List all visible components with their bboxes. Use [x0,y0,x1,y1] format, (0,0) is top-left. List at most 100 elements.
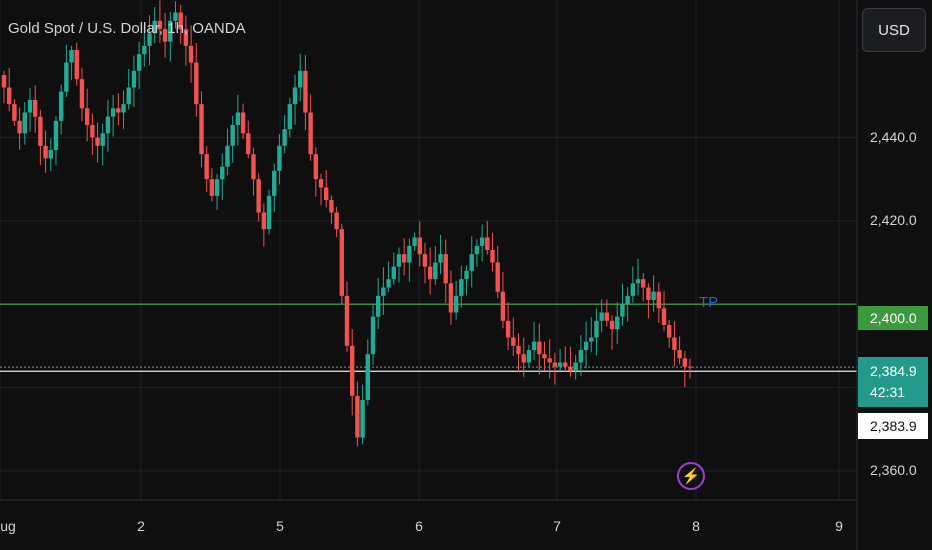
lightning-icon[interactable]: ⚡ [677,462,705,490]
candle-body[interactable] [687,366,693,368]
candle-body[interactable] [677,350,682,359]
candle-body[interactable] [365,354,370,400]
candle-body[interactable] [339,229,345,296]
candle-body[interactable] [142,45,147,55]
candle-body[interactable] [43,145,48,159]
candle-body[interactable] [542,354,547,359]
candle-body[interactable] [209,179,215,196]
candle-body[interactable] [110,108,116,117]
candle-body[interactable] [183,29,189,46]
candle-body[interactable] [479,237,485,246]
candle-body[interactable] [401,254,407,263]
candle-body[interactable] [282,129,287,146]
candle-body[interactable] [490,250,495,263]
candle-body[interactable] [381,287,386,296]
candle-body[interactable] [568,366,573,371]
candle-body[interactable] [32,100,38,117]
candle-body[interactable] [74,50,79,80]
candle-body[interactable] [266,195,272,230]
candle-body[interactable] [173,12,178,21]
candle-body[interactable] [391,266,396,280]
candle-body[interactable] [261,212,267,230]
candle-body[interactable] [334,212,339,230]
candle-body[interactable] [157,20,163,30]
candle-body[interactable] [22,112,27,134]
candle-body[interactable] [225,145,230,167]
tp-line-label[interactable]: TP [699,294,719,311]
candle-body[interactable] [427,266,433,280]
candle-body[interactable] [303,70,308,113]
candle-body[interactable] [287,104,293,130]
candle-body[interactable] [147,33,152,46]
candle-body[interactable] [344,295,350,346]
candle-body[interactable] [594,320,599,338]
candle-body[interactable] [604,312,610,321]
candle-body[interactable] [417,237,422,255]
candle-body[interactable] [168,20,173,42]
candle-body[interactable] [370,316,376,355]
candle-body[interactable] [511,337,516,346]
candle-body[interactable] [422,254,428,267]
candle-body[interactable] [256,179,261,213]
candle-body[interactable] [230,125,235,146]
candle-body[interactable] [412,237,417,246]
candle-body[interactable] [349,345,355,396]
candle-body[interactable] [277,145,282,171]
candle-body[interactable] [251,154,256,180]
currency-button[interactable]: USD [862,8,926,52]
candle-body[interactable] [199,104,204,155]
candle-body[interactable] [53,120,59,150]
candle-body[interactable] [500,291,506,321]
candle-body[interactable] [386,279,391,288]
candle-body[interactable] [464,270,469,280]
candle-body[interactable] [589,337,594,342]
candle-body[interactable] [121,104,126,113]
candle-body[interactable] [485,237,490,251]
candle-body[interactable] [635,279,641,284]
candle-body[interactable] [27,100,33,113]
candle-body[interactable] [324,187,329,201]
candle-body[interactable] [552,362,558,367]
candle-body[interactable] [58,91,64,121]
candle-body[interactable] [573,362,578,371]
candle-body[interactable] [329,200,334,213]
candle-body[interactable] [292,87,298,105]
candle-body[interactable] [100,133,105,146]
candle-body[interactable] [360,400,365,438]
candle-body[interactable] [407,245,412,263]
candle-body[interactable] [194,62,199,105]
candle-body[interactable] [516,345,521,355]
candle-body[interactable] [178,12,183,30]
candle-body[interactable] [375,295,381,317]
candle-body[interactable] [526,350,532,363]
candle-body[interactable] [69,50,74,63]
candle-body[interactable] [656,291,662,309]
candle-body[interactable] [48,150,53,159]
candle-body[interactable] [583,341,589,350]
candle-body[interactable] [547,358,552,363]
candle-body[interactable] [204,154,209,180]
candle-body[interactable] [162,29,168,42]
candle-body[interactable] [84,108,90,125]
candle-body[interactable] [438,254,443,263]
candle-body[interactable] [609,320,615,330]
candle-body[interactable] [531,341,537,350]
candle-body[interactable] [355,395,360,438]
candle-body[interactable] [625,295,630,305]
candle-body[interactable] [95,137,100,146]
candle-body[interactable] [563,362,568,367]
candle-body[interactable] [537,341,542,355]
candle-body[interactable] [641,279,646,288]
candle-body[interactable] [672,337,677,351]
candle-body[interactable] [615,316,620,330]
candle-body[interactable] [557,362,563,367]
candle-body[interactable] [459,279,464,296]
candle-body[interactable] [220,166,225,180]
candle-body[interactable] [599,312,604,321]
candle-body[interactable] [214,179,220,196]
candle-body[interactable] [453,295,459,313]
candle-body[interactable] [105,116,111,134]
candle-body[interactable] [90,125,95,138]
candle-body[interactable] [396,254,402,267]
candle-body[interactable] [646,287,651,301]
